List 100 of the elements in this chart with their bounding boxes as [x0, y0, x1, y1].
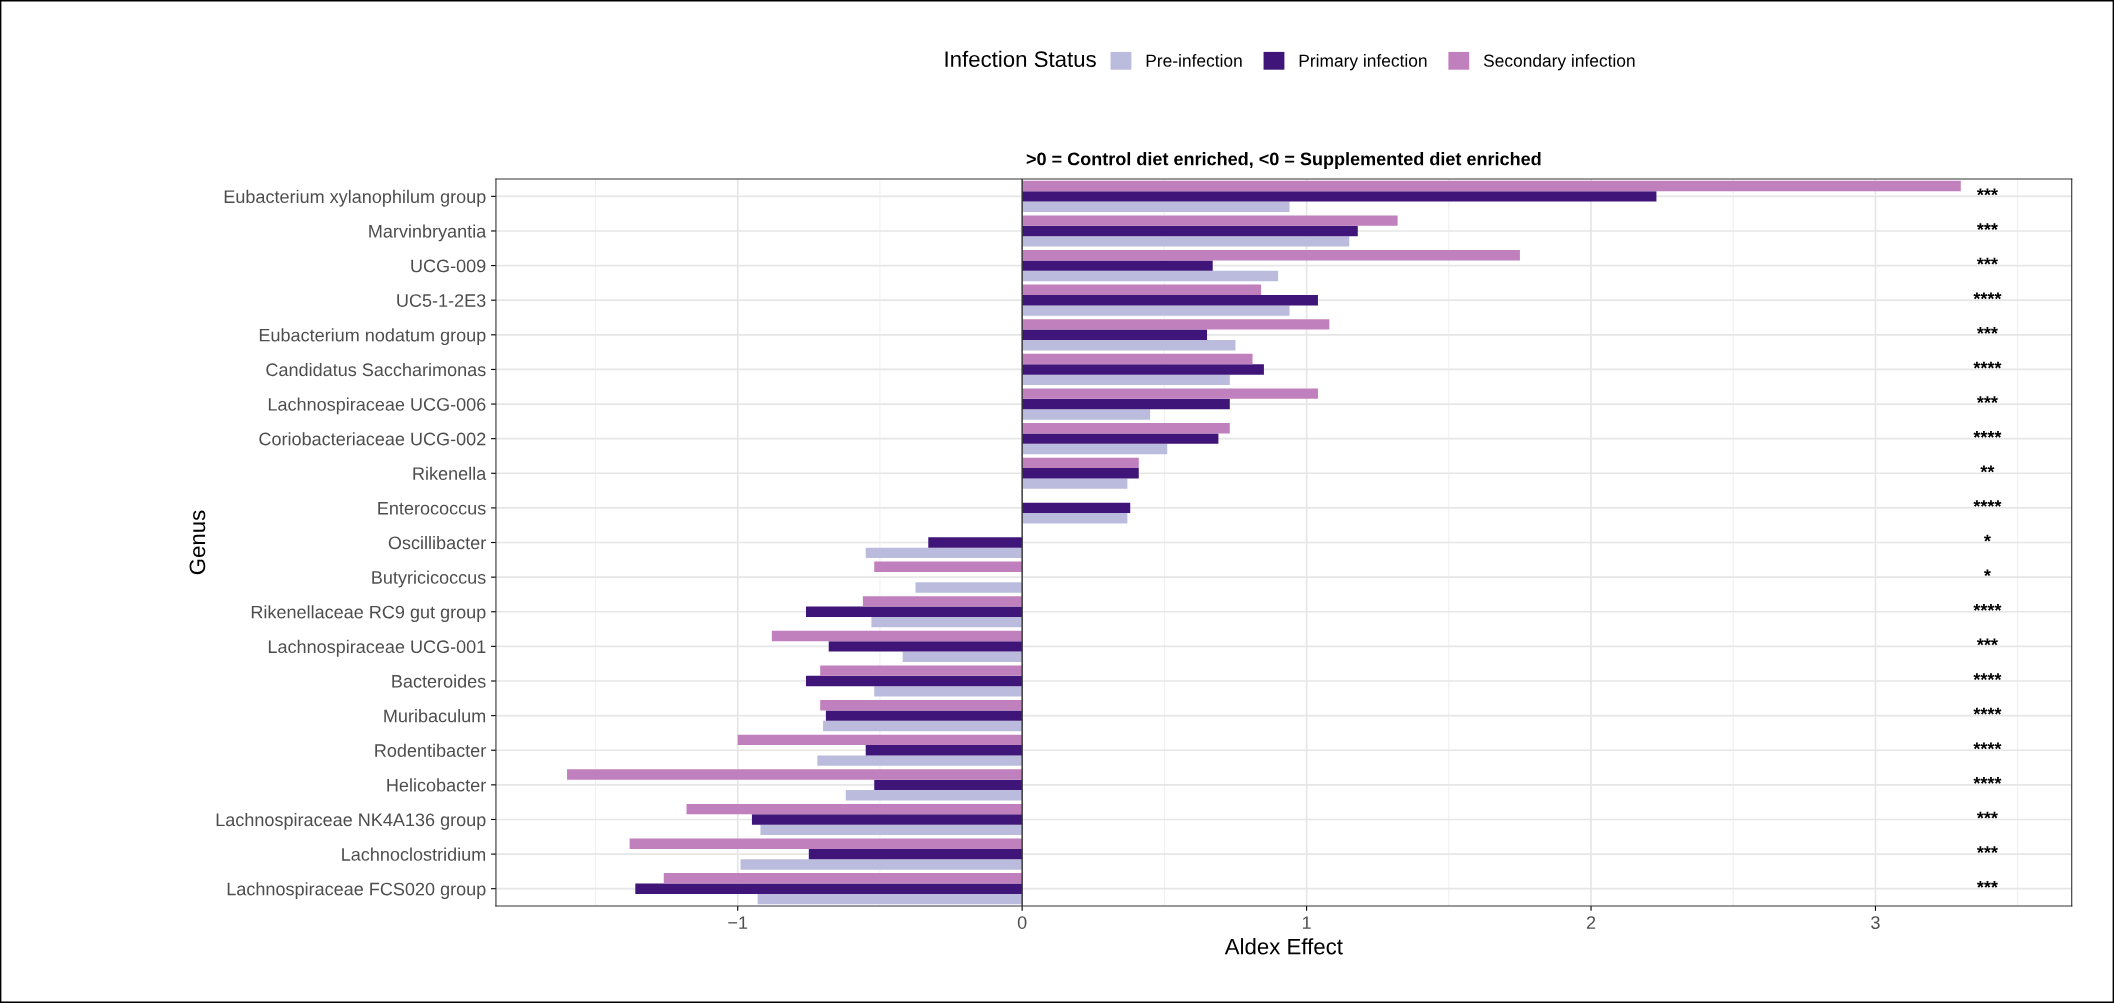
- bar: [686, 803, 1023, 815]
- bar: [1022, 398, 1230, 410]
- annotation: ****: [1973, 777, 2002, 784]
- bar: [737, 734, 1023, 746]
- bar: [871, 616, 1023, 628]
- bar: [808, 848, 1023, 860]
- annotation: ***: [1976, 327, 1998, 334]
- y-tick-label: Eubacterium xylanophilum group: [224, 189, 486, 207]
- y-tick-label: Lachnospiraceae UCG-006: [268, 397, 486, 415]
- bar: [828, 641, 1023, 652]
- bar: [820, 665, 1023, 676]
- annotation: ****: [1973, 500, 2002, 507]
- annotation: *: [1983, 534, 1991, 542]
- x-tick-label: 3: [1871, 916, 1880, 929]
- y-tick-label: UCG-009: [411, 259, 486, 273]
- annotation: ***: [1976, 257, 1998, 265]
- y-tick-label: Enterococcus: [378, 502, 486, 515]
- annotation: ****: [1973, 292, 2002, 300]
- bar: [1022, 457, 1139, 469]
- y-tick-label: Candidatus Saccharimonas: [266, 362, 486, 377]
- annotation: ****: [1973, 707, 2002, 715]
- bar: [1022, 270, 1279, 282]
- legend-label: Secondary infection: [1483, 54, 1635, 71]
- y-tick-label: Lachnospiraceae FCS020 group: [227, 882, 486, 899]
- bar: [1022, 250, 1520, 261]
- bar: [1022, 502, 1131, 514]
- bar: [1022, 284, 1262, 296]
- bar: [845, 790, 1023, 801]
- chart-title: >0 = Control diet enriched, <0 = Supplemented diet enriched: [1026, 152, 1541, 169]
- y-tick-label: Rodentibacter: [375, 743, 486, 757]
- legend-label: Pre-infection: [1146, 54, 1242, 67]
- y-tick-label: Rikenellaceae RC9 gut group: [251, 605, 486, 623]
- legend-label: Primary infection: [1299, 54, 1427, 71]
- y-axis-title: Genus: [189, 510, 206, 575]
- x-tick-label: 1: [1302, 916, 1311, 929]
- y-tick-label: Butyricicoccus: [372, 570, 486, 588]
- y-tick-label: Helicobacter: [387, 778, 486, 792]
- bar: [1022, 468, 1139, 479]
- bar: [629, 838, 1023, 849]
- bar: [1022, 340, 1236, 351]
- bar: [1022, 374, 1230, 386]
- bar: [1022, 215, 1398, 226]
- legend-title: Infection Status: [945, 50, 1096, 68]
- bar: [865, 547, 1023, 559]
- bar: [1022, 388, 1318, 399]
- annotation: *: [1983, 569, 1991, 577]
- bar: [757, 893, 1023, 905]
- annotation: ****: [1973, 673, 2002, 680]
- x-tick-label: 2: [1586, 916, 1596, 929]
- annotation: ****: [1973, 742, 2002, 750]
- x-tick-label: 0: [1017, 916, 1027, 929]
- y-tick-label: Eubacterium nodatum group: [259, 328, 486, 346]
- x-axis-title: Aldex Effect: [1224, 938, 1343, 955]
- x-tick-label: −1: [728, 916, 748, 929]
- y-tick-label: UC5-1-2E3: [397, 294, 486, 307]
- bar: [1022, 236, 1350, 247]
- bar: [820, 700, 1023, 711]
- bar: [874, 779, 1023, 791]
- bar: [1022, 201, 1290, 212]
- bar: [928, 537, 1023, 548]
- bar: [823, 720, 1023, 732]
- bar: [1022, 513, 1128, 524]
- bar: [915, 582, 1023, 593]
- annotation: ****: [1973, 430, 2002, 438]
- annotation: ***: [1976, 811, 1998, 819]
- bar: [1022, 433, 1219, 444]
- bar: [825, 710, 1023, 721]
- bar: [874, 561, 1023, 572]
- bar: [862, 596, 1023, 607]
- bar: [1022, 305, 1290, 316]
- bar: [1022, 319, 1330, 330]
- y-tick-label: Lachnospiraceae UCG-001: [268, 639, 486, 657]
- bar: [902, 651, 1023, 662]
- annotation: ****: [1973, 604, 2002, 611]
- bar: [1022, 191, 1657, 202]
- bar: [751, 814, 1023, 825]
- bar: [1022, 409, 1151, 420]
- bar: [1022, 353, 1253, 365]
- bar: [771, 630, 1023, 642]
- y-tick-label: Marvinbryantia: [369, 224, 487, 242]
- annotation: ***: [1976, 223, 1998, 230]
- bar: [663, 873, 1023, 884]
- bar: [635, 883, 1023, 894]
- bar: [874, 686, 1023, 697]
- bar: [1022, 260, 1213, 271]
- annotation: ***: [1976, 188, 1998, 196]
- y-tick-label: Muribaculum: [384, 709, 486, 723]
- annotation: ***: [1976, 638, 1998, 646]
- bar: [865, 745, 1023, 756]
- bar: [1022, 329, 1208, 341]
- y-tick-label: Bacteroides: [392, 674, 486, 688]
- annotation: **: [1980, 465, 1995, 473]
- bar: [1022, 443, 1168, 455]
- y-tick-label: Oscillibacter: [388, 535, 486, 550]
- y-tick-label: Rikenella: [413, 466, 487, 481]
- y-tick-label: Coriobacteriaceae UCG-002: [259, 432, 486, 446]
- bar: [817, 755, 1023, 766]
- bar: [805, 606, 1023, 617]
- bar: [1022, 423, 1230, 434]
- y-tick-label: Lachnospiraceae NK4A136 group: [216, 812, 486, 830]
